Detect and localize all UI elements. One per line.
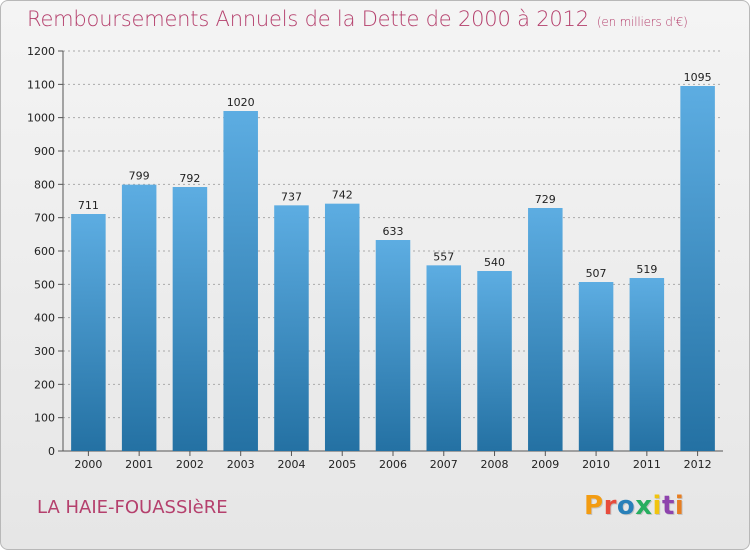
x-tick-label: 2006 bbox=[379, 458, 407, 471]
y-tick-label: 700 bbox=[34, 212, 55, 225]
bar-value-label: 1020 bbox=[227, 96, 255, 109]
bar-value-label: 737 bbox=[281, 190, 302, 203]
bar bbox=[426, 265, 462, 451]
y-tick-label: 200 bbox=[34, 378, 55, 391]
x-tick-label: 2002 bbox=[176, 458, 204, 471]
x-tick-label: 2004 bbox=[277, 458, 305, 471]
brand-logo-letter: i bbox=[652, 491, 662, 521]
x-tick-label: 2000 bbox=[74, 458, 102, 471]
x-tick-label: 2001 bbox=[125, 458, 153, 471]
y-tick-label: 1200 bbox=[27, 45, 55, 58]
brand-logo-letter: x bbox=[635, 491, 653, 521]
bar bbox=[121, 184, 157, 451]
bar bbox=[223, 111, 258, 451]
labels: 0 100 200 300 400 500 600 700 800 900 1000 1100 1200… bbox=[27, 45, 712, 471]
bar-value-label: 1095 bbox=[684, 71, 712, 84]
brand-logo-letter: o bbox=[616, 491, 636, 521]
bar bbox=[172, 187, 208, 451]
bar-value-label: 799 bbox=[129, 170, 150, 183]
x-tick-label: 2012 bbox=[684, 458, 712, 471]
bar bbox=[477, 271, 512, 451]
bar-value-label: 540 bbox=[484, 256, 505, 269]
x-tick-label: 2009 bbox=[531, 458, 559, 471]
y-tick-label: 400 bbox=[34, 312, 55, 325]
y-tick-label: 0 bbox=[48, 445, 55, 458]
bar bbox=[629, 278, 665, 451]
y-tick-label: 900 bbox=[34, 145, 55, 158]
bar-value-label: 507 bbox=[586, 267, 607, 280]
bar bbox=[578, 282, 614, 451]
brand-logo-letter: t bbox=[661, 491, 675, 521]
bar bbox=[274, 205, 309, 451]
x-tick-label: 2011 bbox=[633, 458, 661, 471]
chart-unit-label: (en milliers d'€) bbox=[596, 15, 688, 29]
y-tick-label: 1000 bbox=[27, 112, 55, 125]
bar bbox=[528, 208, 563, 451]
y-tick-label: 600 bbox=[34, 245, 55, 258]
x-tick-label: 2008 bbox=[481, 458, 509, 471]
bar-value-label: 519 bbox=[636, 263, 657, 276]
bar-value-label: 729 bbox=[535, 193, 556, 206]
y-tick-label: 500 bbox=[34, 278, 55, 291]
y-tick-label: 800 bbox=[34, 178, 55, 191]
chart-title: Remboursements Annuels de la Dette de 20… bbox=[27, 7, 688, 31]
x-tick-label: 2005 bbox=[328, 458, 356, 471]
bar-value-label: 792 bbox=[179, 172, 200, 185]
bar bbox=[375, 240, 411, 451]
brand-logo: Proxiti bbox=[584, 491, 684, 521]
city-name: LA HAIE-FOUASSIèRE bbox=[37, 497, 228, 518]
bar bbox=[71, 214, 106, 451]
x-tick-label: 2007 bbox=[430, 458, 458, 471]
y-tick-label: 1100 bbox=[27, 78, 55, 91]
bars bbox=[71, 86, 715, 451]
bar-value-label: 742 bbox=[332, 189, 353, 202]
y-tick-label: 100 bbox=[34, 412, 55, 425]
bar-value-label: 711 bbox=[78, 199, 99, 212]
x-tick-label: 2010 bbox=[582, 458, 610, 471]
y-tick-label: 300 bbox=[34, 345, 55, 358]
bar bbox=[324, 203, 360, 451]
chart-title-text: Remboursements Annuels de la Dette de 20… bbox=[27, 7, 589, 31]
brand-logo-letter: i bbox=[674, 491, 685, 521]
brand-logo-letter: r bbox=[603, 491, 617, 521]
x-tick-label: 2003 bbox=[227, 458, 255, 471]
bar-value-label: 557 bbox=[433, 250, 454, 263]
bar bbox=[680, 86, 715, 451]
bar-value-label: 633 bbox=[383, 225, 404, 238]
brand-logo-letter: P bbox=[584, 491, 604, 521]
